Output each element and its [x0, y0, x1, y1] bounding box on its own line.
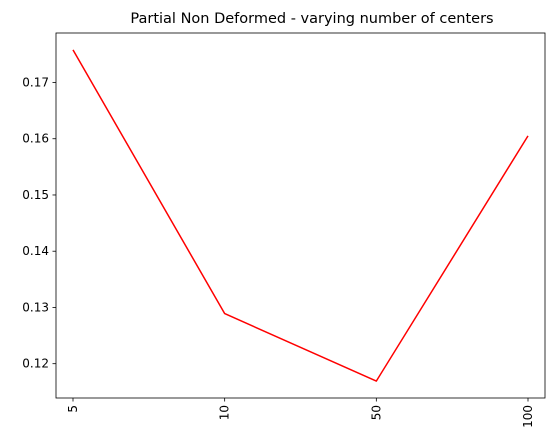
y-tick-label: 0.15 — [22, 188, 49, 202]
series-line-0 — [72, 49, 529, 382]
x-tick-label: 50 — [369, 405, 383, 420]
y-tick-label: 0.16 — [22, 132, 49, 146]
plot-area: 0.12 0.13 0.14 0.15 0.16 0.17 5 10 50 100 — [22, 32, 546, 428]
y-tick-label: 0.17 — [22, 75, 49, 89]
y-tick-label: 0.13 — [22, 300, 49, 314]
y-tick-label: 0.14 — [22, 244, 49, 258]
chart-title: Partial Non Deformed - varying number of… — [130, 11, 493, 27]
x-tick-label: 10 — [218, 405, 232, 420]
x-tick-label: 100 — [521, 405, 535, 428]
x-tick-label: 5 — [66, 405, 80, 413]
axes-frame — [55, 32, 546, 399]
y-tick-label: 0.12 — [22, 357, 49, 371]
